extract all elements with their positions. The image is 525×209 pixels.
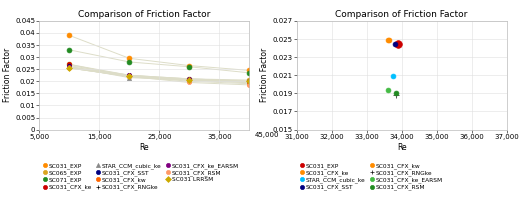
Y-axis label: Friction Factor: Friction Factor	[260, 48, 269, 102]
Title: Comparison of Friction Factor: Comparison of Friction Factor	[78, 10, 211, 19]
X-axis label: Re: Re	[140, 143, 149, 152]
X-axis label: Re: Re	[397, 143, 406, 152]
Legend: SC031_EXP, SC031_CFX_ke, STAR_CCM_cubic_ke, SC031_CFX_SST, SC031_CFX_kw, SC031_C: SC031_EXP, SC031_CFX_ke, STAR_CCM_cubic_…	[300, 163, 443, 190]
Text: 45,000: 45,000	[255, 132, 279, 138]
Legend: SC031_EXP, SC065_EXP, SC071_EXP, SC031_CFX_ke, STAR_CCM_cubic_ke, SC031_CFX_SST,: SC031_EXP, SC065_EXP, SC071_EXP, SC031_C…	[43, 163, 239, 190]
Title: Comparison of Friction Factor: Comparison of Friction Factor	[335, 10, 468, 19]
Y-axis label: Friction Factor: Friction Factor	[3, 48, 12, 102]
